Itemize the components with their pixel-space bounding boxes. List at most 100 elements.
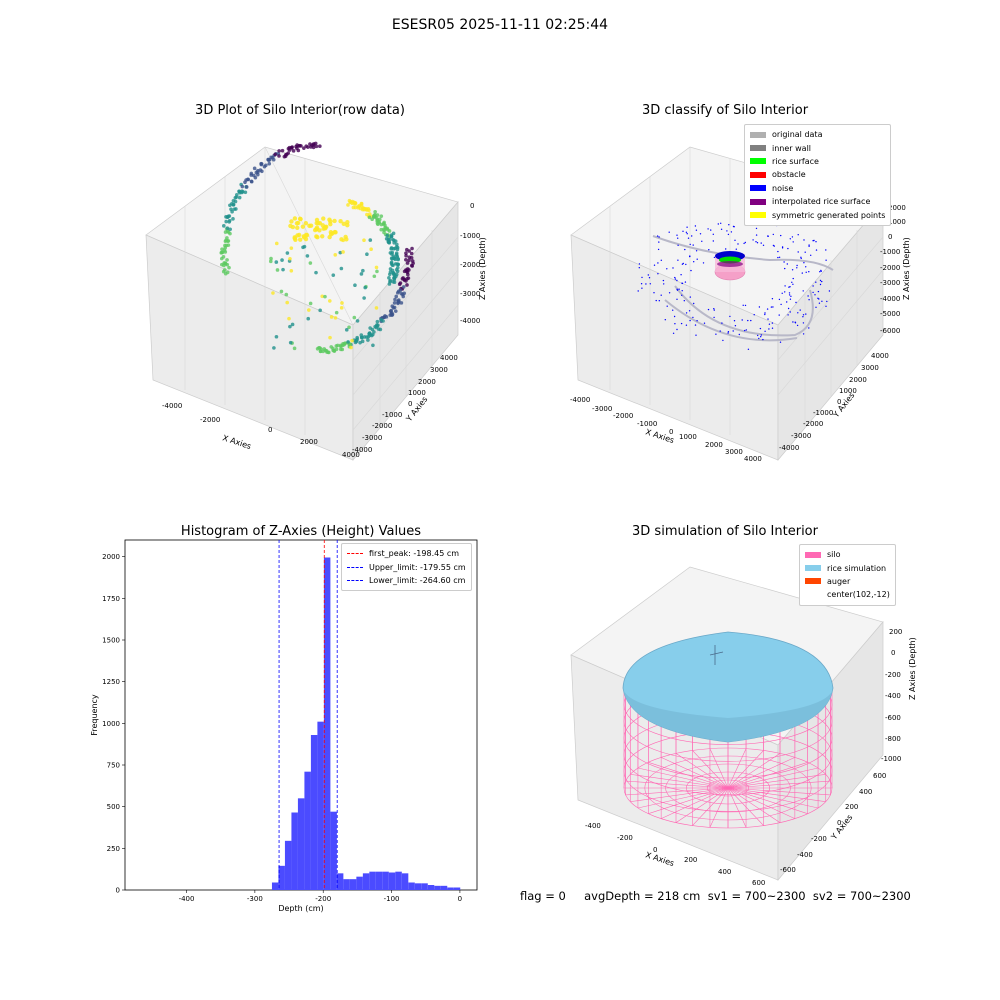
raw-point — [314, 225, 320, 230]
noise-point — [755, 241, 757, 243]
noise-point — [653, 264, 656, 266]
raw-point — [231, 217, 235, 221]
raw-point — [298, 237, 303, 242]
noise-point — [808, 327, 810, 329]
simulation-x-tick: 0 — [653, 846, 657, 854]
noise-point — [672, 332, 675, 334]
noise-point — [689, 296, 691, 298]
histogram-y-tick-label: 500 — [107, 803, 120, 811]
raw-point — [225, 258, 229, 262]
legend-swatch — [805, 578, 821, 585]
histogram-bar — [349, 879, 357, 890]
histogram-x-label: Depth (cm) — [278, 904, 323, 913]
raw-point — [400, 276, 405, 281]
legend-label: silo — [827, 550, 841, 560]
legend-label: original data — [772, 130, 823, 140]
classify-inner-wall — [652, 235, 834, 342]
silo-floor-spoke — [727, 774, 826, 789]
silo-floor-spoke — [709, 748, 729, 789]
raw-point — [318, 349, 323, 354]
simulation-y-label: Y Axies — [829, 813, 855, 842]
raw-point — [389, 308, 393, 313]
legend-label: noise — [772, 183, 794, 193]
noise-point — [660, 294, 662, 296]
noise-point — [663, 283, 665, 285]
noise-point — [779, 341, 782, 343]
noise-point — [804, 251, 806, 253]
simulation-y-tick: -600 — [780, 866, 796, 874]
noise-point — [685, 231, 688, 233]
simulation-z-tick: -800 — [885, 735, 901, 743]
noise-point — [674, 323, 676, 325]
noise-point — [789, 311, 791, 313]
legend-item: symmetric generated points — [750, 208, 885, 221]
raw-y-tick: 1000 — [408, 389, 426, 397]
noise-point — [695, 229, 698, 231]
simulation-y-tick: 200 — [845, 803, 858, 811]
noise-point — [808, 245, 810, 247]
noise-point — [766, 308, 769, 310]
noise-point — [640, 283, 643, 285]
noise-point — [686, 233, 688, 235]
noise-point — [787, 247, 789, 250]
classify-y-tick: 0 — [837, 398, 841, 406]
raw-point — [392, 276, 397, 280]
noise-point — [692, 244, 694, 246]
raw-point — [295, 225, 300, 230]
histogram-reference-lines — [278, 540, 338, 890]
noise-point — [815, 306, 817, 308]
noise-point — [802, 333, 805, 335]
raw-point — [315, 234, 320, 240]
raw-point — [333, 253, 338, 257]
histogram-bar — [395, 871, 402, 890]
noise-point — [732, 225, 735, 228]
noise-point — [708, 249, 710, 251]
noise-point — [815, 281, 817, 283]
noise-point — [819, 279, 822, 282]
noise-point — [681, 290, 683, 292]
noise-point — [812, 291, 814, 294]
silo-floor-spoke — [727, 750, 764, 789]
raw-point — [367, 215, 372, 220]
rice-simulation-surface — [622, 631, 834, 743]
noise-point — [780, 234, 782, 237]
raw-point — [399, 291, 404, 296]
raw-point — [402, 291, 407, 296]
raw-point — [234, 192, 239, 197]
noise-point — [668, 231, 670, 233]
noise-point — [750, 319, 752, 322]
noise-point — [783, 261, 785, 263]
noise-point — [820, 269, 822, 272]
noise-point — [692, 316, 694, 319]
noise-point — [747, 319, 749, 322]
noise-point — [713, 309, 715, 311]
noise-point — [767, 318, 769, 320]
raw-point — [409, 251, 414, 256]
noise-point — [762, 338, 764, 341]
raw-point — [326, 350, 330, 355]
simulation-z-tick: 200 — [889, 628, 902, 636]
raw-point — [381, 319, 385, 323]
raw-point — [227, 214, 232, 218]
raw-point — [321, 216, 326, 221]
raw-point — [267, 158, 271, 163]
noise-point — [788, 294, 791, 296]
raw-point — [269, 155, 273, 160]
classify-z-tick: -4000 — [880, 295, 900, 303]
legend-item: original data — [750, 128, 885, 141]
noise-point — [685, 263, 687, 266]
raw-point — [344, 328, 349, 332]
noise-point — [683, 300, 685, 302]
raw-z-tick: -4000 — [460, 317, 480, 325]
raw-point — [329, 315, 334, 319]
noise-point — [712, 233, 714, 235]
classify-3d-plot: -4000 -3000 -2000 -1000 0 1000 2000 3000… — [570, 146, 911, 463]
raw-point — [389, 312, 394, 316]
figure-title: ESESR05 2025-11-11 02:25:44 — [391, 17, 609, 33]
histogram-y-tick-label: 1250 — [102, 678, 120, 686]
raw-point — [226, 230, 231, 235]
histogram-bar — [382, 871, 389, 890]
classify-noise-points — [637, 211, 831, 350]
raw-point — [394, 251, 399, 256]
raw-3d-plot: -4000 -2000 0 2000 4000 X Axies 4000 300… — [145, 141, 487, 461]
